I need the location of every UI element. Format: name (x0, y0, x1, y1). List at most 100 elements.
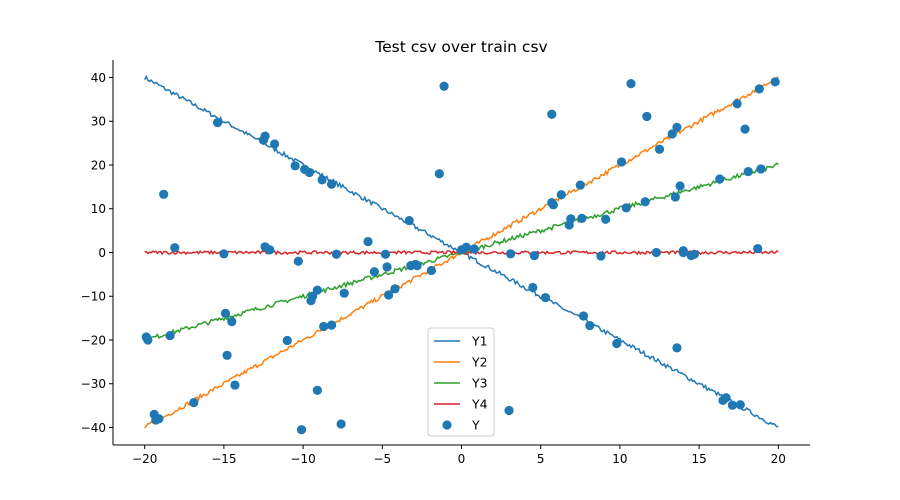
scatter-point-69 (601, 214, 611, 224)
scatter-point-94 (743, 166, 753, 177)
scatter-point-47 (426, 265, 436, 276)
x-tick-label: 10 (612, 452, 627, 466)
x-tick-label: −20 (132, 452, 157, 466)
scatter-point-82 (675, 181, 685, 191)
legend-label-y4: Y4 (471, 397, 488, 412)
x-tick-label: −15 (211, 452, 236, 466)
scatter-point-61 (556, 190, 566, 200)
scatter-point-81 (672, 122, 682, 132)
scatter-point-80 (672, 343, 682, 353)
scatter-point-32 (327, 179, 337, 189)
scatter-point-22 (293, 256, 303, 266)
scatter-point-29 (312, 385, 322, 395)
scatter-point-51 (461, 242, 471, 252)
scatter-point-38 (369, 267, 379, 277)
scatter-point-34 (331, 249, 341, 259)
y-tick-label: −20 (81, 333, 106, 347)
legend-label-y2: Y2 (471, 355, 488, 370)
scatter-point-84 (678, 247, 688, 258)
scatter-point-37 (363, 236, 373, 247)
scatter-point-86 (689, 249, 699, 259)
scatter-point-76 (651, 247, 661, 258)
y-tick-label: 0 (98, 246, 106, 260)
scatter-point-54 (506, 249, 516, 259)
legend-label-y1: Y1 (471, 334, 488, 349)
scatter-point-13 (227, 317, 237, 327)
legend-swatch-y (442, 420, 452, 430)
scatter-point-14 (230, 380, 240, 390)
y-tick-label: 40 (91, 71, 106, 85)
scatter-point-53 (504, 405, 514, 416)
scatter-point-71 (616, 157, 627, 167)
scatter-point-64 (575, 180, 585, 190)
scatter-point-10 (219, 249, 229, 259)
legend-box (427, 327, 495, 437)
x-tick-label: −5 (373, 452, 391, 466)
scatter-point-12 (222, 350, 232, 360)
scatter-point-55 (528, 282, 538, 293)
y-tick-label: 20 (91, 158, 106, 172)
scatter-point-18 (265, 245, 275, 255)
x-tick-label: −10 (290, 452, 315, 466)
scatter-point-28 (312, 285, 322, 295)
x-tick-label: 0 (458, 452, 466, 466)
scatter-point-60 (548, 200, 558, 210)
x-tick-label: 20 (771, 452, 786, 466)
scatter-point-23 (296, 425, 307, 435)
scatter-point-36 (339, 288, 349, 298)
scatter-point-66 (578, 311, 589, 321)
scatter-point-57 (540, 292, 551, 303)
scatter-point-41 (384, 290, 394, 300)
legend: Y1 Y2 Y3 Y4 Y (427, 327, 495, 437)
scatter-point-8 (189, 397, 199, 408)
scatter-point-5 (159, 189, 169, 199)
scatter-point-91 (732, 99, 742, 109)
scatter-point-87 (715, 174, 725, 184)
scatter-point-31 (319, 321, 329, 332)
axes: −20 −15 −10 −5 0 5 10 15 20 −40 −30 −20 −10 0 10 20 30 40 (81, 60, 810, 466)
scatter-point-35 (336, 419, 346, 429)
scatter-point-30 (317, 175, 327, 185)
y-tick-label: 10 (91, 202, 106, 216)
scatter-point-42 (390, 284, 400, 294)
scatter-point-73 (626, 79, 636, 89)
scatter-point-93 (740, 124, 750, 134)
scatter-point-67 (585, 320, 595, 331)
scatter-point-74 (640, 197, 650, 207)
chart-title: Test csv over train csv (374, 38, 547, 56)
scatter-point-77 (654, 144, 665, 154)
scatter-point-9 (212, 117, 223, 128)
scatter-point-7 (170, 243, 180, 253)
scatter-point-4 (154, 414, 164, 424)
scatter-point-46 (412, 261, 422, 271)
scatter-point-48 (434, 169, 444, 179)
y-tick-label: −40 (81, 421, 106, 435)
scatter-point-6 (165, 331, 175, 341)
scatter-point-68 (596, 251, 606, 261)
scatter-point-63 (566, 214, 576, 224)
scatter-point-78 (667, 129, 677, 139)
scatter-point-33 (327, 320, 337, 330)
x-tick-label: 5 (537, 452, 545, 466)
plot-area (141, 74, 780, 435)
scatter-point-20 (282, 335, 292, 346)
scatter-point-43 (404, 215, 414, 226)
y-tick-label: −10 (81, 290, 106, 304)
legend-label-y3: Y3 (471, 376, 488, 391)
scatter-point-52 (469, 244, 479, 254)
scatter-point-96 (754, 84, 764, 94)
scatter-point-39 (380, 249, 391, 259)
scatter-point-25 (304, 167, 315, 178)
legend-label-y: Y (471, 418, 480, 433)
x-tick-label: 15 (691, 452, 706, 466)
scatter-point-19 (269, 139, 280, 149)
y-tick-label: 30 (91, 115, 106, 129)
scatter-point-21 (290, 161, 300, 171)
scatter-point-11 (220, 308, 231, 318)
scatter-point-65 (577, 213, 587, 223)
scatter-point-95 (753, 243, 763, 254)
scatter-point-72 (621, 203, 631, 213)
scatter-point-97 (756, 164, 766, 174)
scatter-point-49 (439, 81, 449, 91)
